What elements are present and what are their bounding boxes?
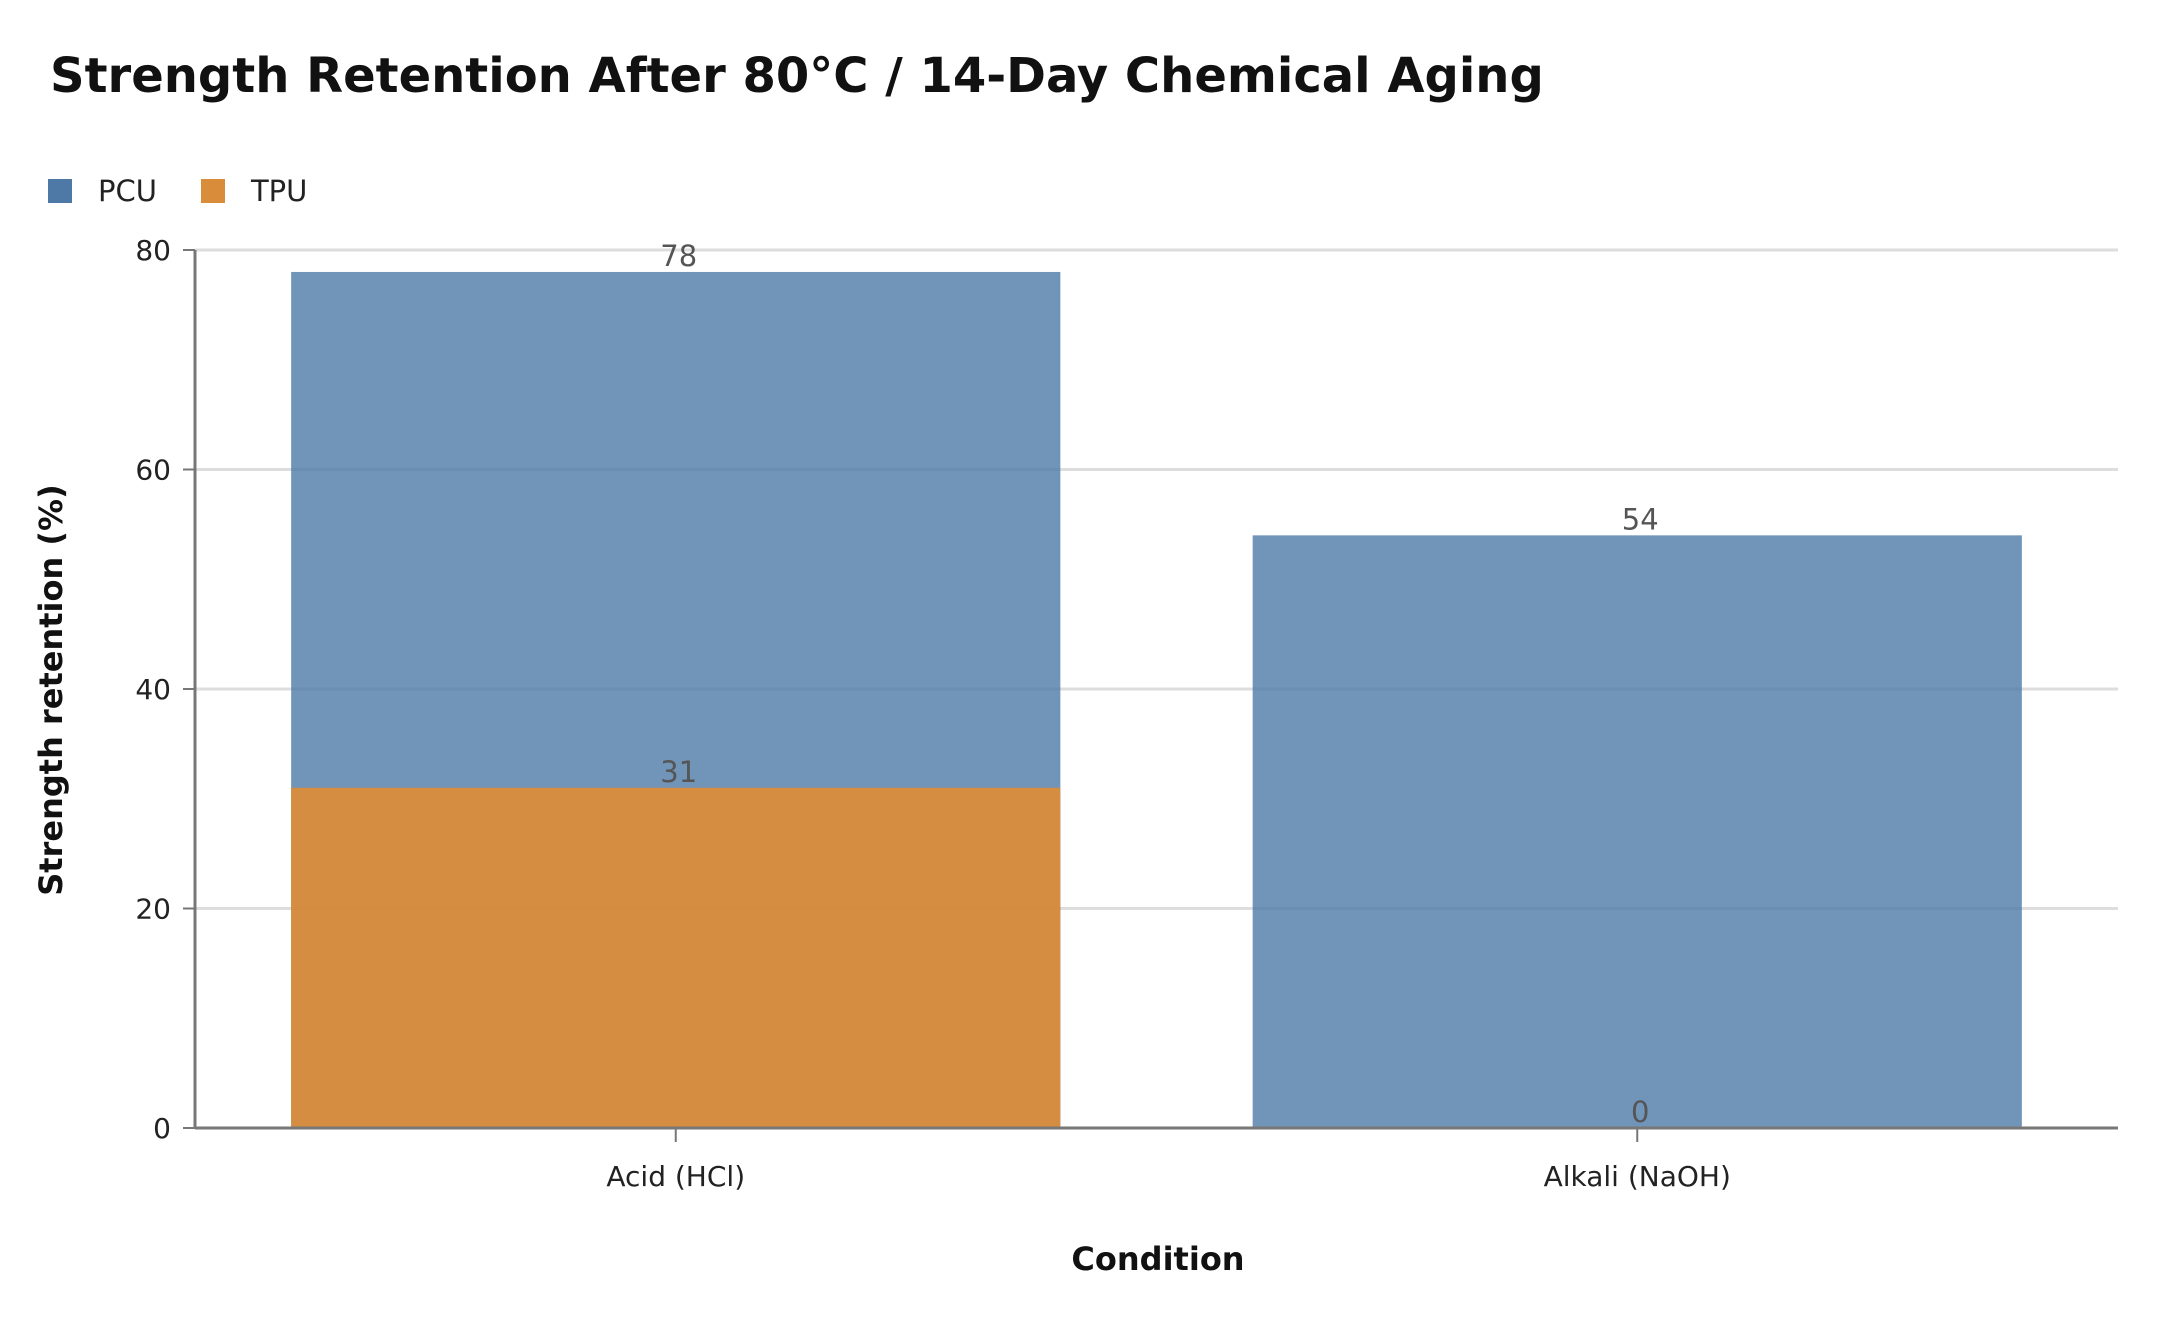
legend-swatch-tpu bbox=[200, 179, 225, 203]
legend: PCU TPU bbox=[48, 174, 351, 208]
bar-tpu-0 bbox=[291, 787, 1061, 1128]
y-tick-label: 60 bbox=[135, 454, 171, 487]
data-labels: 78 31 54 0 bbox=[660, 239, 1658, 1129]
data-label-pcu-1: 54 bbox=[1622, 502, 1659, 536]
data-label-tpu-0: 31 bbox=[660, 755, 697, 789]
bars bbox=[291, 271, 2022, 1128]
y-tick-label: 80 bbox=[135, 234, 171, 267]
legend-label-pcu: PCU bbox=[98, 174, 157, 208]
legend-label-tpu: TPU bbox=[250, 174, 308, 208]
bar-pcu-1 bbox=[1252, 535, 2022, 1128]
data-label-tpu-1: 0 bbox=[1631, 1095, 1649, 1129]
y-tick-label: 0 bbox=[153, 1112, 171, 1145]
y-axis-title: Strength retention (%) bbox=[32, 484, 70, 895]
x-tick-label: Alkali (NaOH) bbox=[1544, 1160, 1731, 1193]
chart-title: Strength Retention After 80°C / 14-Day C… bbox=[50, 48, 1544, 104]
x-axis-title: Condition bbox=[1071, 1240, 1244, 1278]
legend-item-tpu: TPU bbox=[200, 174, 308, 208]
y-tick-label: 20 bbox=[135, 893, 171, 926]
legend-item-pcu: PCU bbox=[48, 174, 157, 208]
axes: 0 20 40 60 80 Acid (HCl) Alkali (NaOH) bbox=[135, 234, 2118, 1193]
x-tick-label: Acid (HCl) bbox=[606, 1160, 745, 1193]
data-label-pcu-0: 78 bbox=[660, 239, 697, 273]
legend-swatch-pcu bbox=[48, 179, 72, 203]
y-tick-label: 40 bbox=[135, 673, 171, 706]
